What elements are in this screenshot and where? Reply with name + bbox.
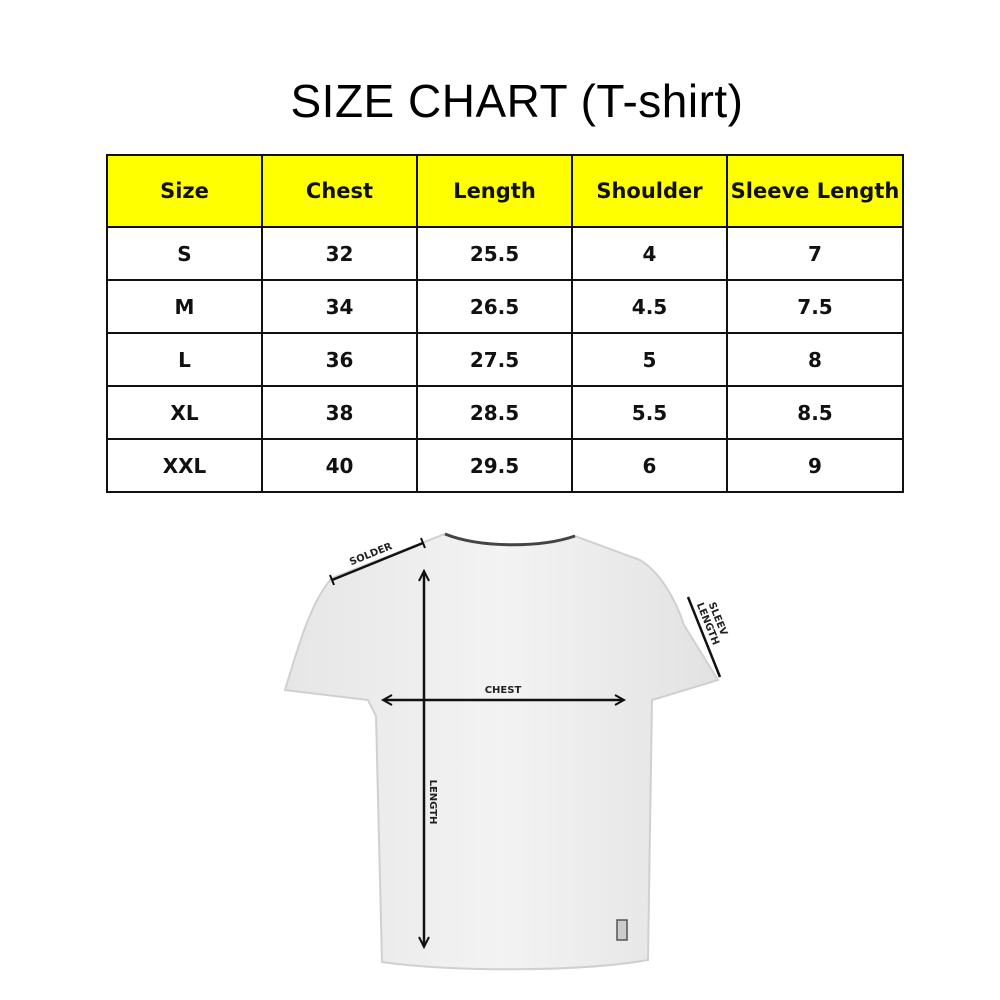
length-label: LENGTH xyxy=(427,780,438,825)
table-cell-shoulder: 6 xyxy=(571,438,728,493)
table-cell-length: 26.5 xyxy=(416,279,573,334)
table-cell-chest: 38 xyxy=(261,385,418,440)
table-cell-length: 27.5 xyxy=(416,332,573,387)
table-cell-shoulder: 4 xyxy=(571,226,728,281)
table-cell-shoulder: 5 xyxy=(571,332,728,387)
table-cell-size: L xyxy=(106,332,263,387)
header-size: Size xyxy=(106,154,263,228)
table-cell-length: 25.5 xyxy=(416,226,573,281)
header-chest: Chest xyxy=(261,154,418,228)
size-chart-table: Size Chest Length Shoulder Sleeve Length… xyxy=(106,154,904,493)
table-row: M 34 26.5 4.5 7.5 xyxy=(106,279,904,334)
table-cell-sleeve-length: 9 xyxy=(726,438,904,493)
brand-tag-icon xyxy=(616,919,628,941)
chest-arrowheads xyxy=(380,694,627,706)
chest-label: CHEST xyxy=(485,685,522,696)
tshirt-collar xyxy=(444,532,576,547)
tshirt-image xyxy=(283,532,720,971)
table-row: S 32 25.5 4 7 xyxy=(106,226,904,281)
header-length: Length xyxy=(416,154,573,228)
table-cell-size: XL xyxy=(106,385,263,440)
shoulder-arrow-end xyxy=(329,574,335,586)
table-cell-length: 29.5 xyxy=(416,438,573,493)
table-cell-sleeve-length: 7.5 xyxy=(726,279,904,334)
shoulder-arrow-end xyxy=(420,537,426,549)
table-cell-sleeve-length: 7 xyxy=(726,226,904,281)
table-cell-chest: 40 xyxy=(261,438,418,493)
table-header-row: Size Chest Length Shoulder Sleeve Length xyxy=(106,154,904,228)
table-row: XL 38 28.5 5.5 8.5 xyxy=(106,385,904,440)
table-cell-chest: 36 xyxy=(261,332,418,387)
table-cell-chest: 34 xyxy=(261,279,418,334)
shoulder-arrow xyxy=(331,541,424,582)
table-cell-size: S xyxy=(106,226,263,281)
table-cell-shoulder: 4.5 xyxy=(571,279,728,334)
header-shoulder: Shoulder xyxy=(571,154,728,228)
table-cell-length: 28.5 xyxy=(416,385,573,440)
table-cell-shoulder: 5.5 xyxy=(571,385,728,440)
length-arrowheads xyxy=(418,568,430,950)
sleeve-arrow xyxy=(686,596,722,678)
table-cell-chest: 32 xyxy=(261,226,418,281)
table-row: L 36 27.5 5 8 xyxy=(106,332,904,387)
header-sleeve-length: Sleeve Length xyxy=(726,154,904,228)
page-title: SIZE CHART (T-shirt) xyxy=(290,75,744,127)
table-cell-sleeve-length: 8 xyxy=(726,332,904,387)
table-cell-size: XXL xyxy=(106,438,263,493)
table-cell-size: M xyxy=(106,279,263,334)
table-row: XXL 40 29.5 6 9 xyxy=(106,438,904,493)
table-cell-sleeve-length: 8.5 xyxy=(726,385,904,440)
